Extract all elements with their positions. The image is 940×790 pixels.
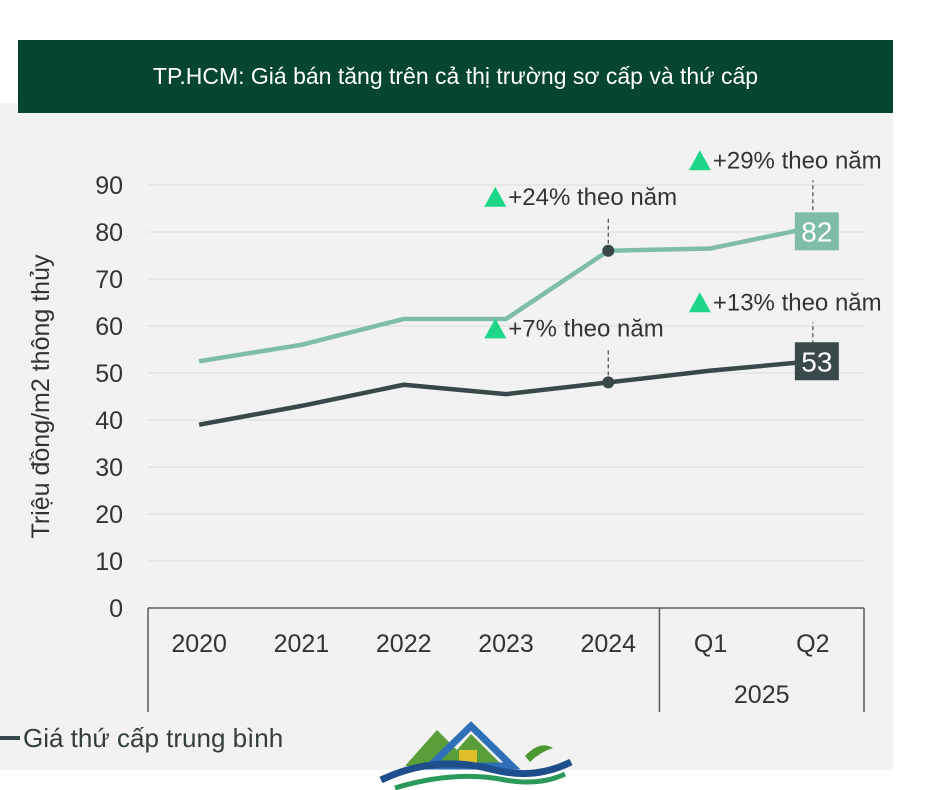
y-tick-label: 60 bbox=[95, 313, 123, 341]
annotation-label: +7% theo năm bbox=[508, 315, 663, 342]
y-tick-label: 50 bbox=[95, 360, 123, 388]
annotation-label: +24% theo năm bbox=[508, 184, 677, 211]
chart-title: TP.HCM: Giá bán tăng trên cả thị trường … bbox=[18, 40, 893, 113]
series-line-secondary bbox=[198, 359, 814, 427]
y-tick-label: 40 bbox=[95, 407, 123, 435]
up-arrow-icon bbox=[688, 150, 711, 171]
legend-swatch-secondary bbox=[0, 736, 20, 740]
annotation-label: +29% theo năm bbox=[713, 147, 882, 174]
y-tick-label: 80 bbox=[95, 219, 123, 247]
end-value-label: 53 bbox=[801, 346, 832, 377]
up-arrow-icon bbox=[484, 186, 507, 207]
x-tick-label: 2023 bbox=[478, 630, 534, 658]
x-tick-label: 2022 bbox=[376, 630, 432, 658]
up-arrow-icon bbox=[688, 292, 711, 313]
logo bbox=[379, 721, 573, 790]
end-value-label: 82 bbox=[801, 216, 832, 247]
y-tick-label: 20 bbox=[95, 501, 123, 529]
end-value-box bbox=[794, 212, 839, 251]
x-tick-label: 2024 bbox=[580, 630, 636, 658]
x-tick-label: Q1 bbox=[694, 630, 727, 658]
x-tick-label: 2020 bbox=[171, 630, 227, 658]
annotation-marker bbox=[602, 244, 615, 257]
x-tick-label: Q2 bbox=[796, 630, 829, 658]
y-tick-label: 90 bbox=[95, 172, 123, 200]
y-axis-label: Triệu đồng/m2 thông thủy bbox=[27, 254, 55, 538]
annotation-marker bbox=[602, 376, 615, 389]
annotation-label: +13% theo năm bbox=[713, 289, 882, 316]
up-arrow-icon bbox=[484, 318, 507, 339]
x-tick-label: 2021 bbox=[274, 630, 330, 658]
legend-label-secondary: Giá thứ cấp trung bình bbox=[23, 722, 284, 753]
end-value-box bbox=[794, 342, 839, 381]
y-tick-label: 10 bbox=[95, 548, 123, 576]
series-line-primary bbox=[198, 225, 814, 364]
y-tick-label: 0 bbox=[109, 595, 123, 623]
y-tick-label: 30 bbox=[95, 454, 123, 482]
x-group-label: 2025 bbox=[734, 681, 790, 709]
y-tick-label: 70 bbox=[95, 266, 123, 294]
legend: Giá thứ cấp trung bình bbox=[0, 720, 283, 756]
chart-panel bbox=[0, 103, 893, 770]
